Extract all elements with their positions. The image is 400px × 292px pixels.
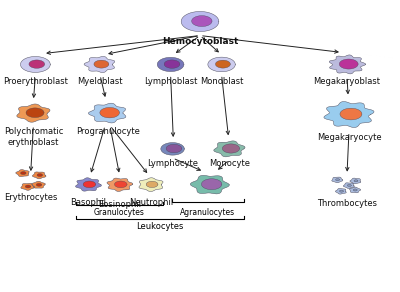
Text: Hemocytoblast: Hemocytoblast [162,37,238,46]
Polygon shape [32,181,45,188]
Polygon shape [166,144,182,153]
Polygon shape [336,179,340,181]
Polygon shape [350,178,361,184]
Text: Myeloblast: Myeloblast [77,77,123,86]
Text: Granulocytes: Granulocytes [94,208,145,217]
Text: Neutrophil: Neutrophil [129,197,173,206]
Polygon shape [214,141,245,157]
Polygon shape [340,108,362,120]
Polygon shape [339,59,358,69]
Polygon shape [332,177,343,183]
Polygon shape [324,102,374,128]
Text: Erythrocytes: Erythrocytes [4,193,57,202]
Text: Lymphoblast: Lymphoblast [144,77,197,86]
Polygon shape [32,172,46,179]
Text: Monocyte: Monocyte [209,159,250,168]
Polygon shape [139,178,163,192]
Text: Polychromatic
erythroblast: Polychromatic erythroblast [4,127,63,147]
Polygon shape [335,188,346,194]
Polygon shape [202,179,222,190]
Polygon shape [16,170,29,177]
Polygon shape [25,185,31,188]
Polygon shape [88,103,126,123]
Polygon shape [83,181,96,188]
Text: Basophil: Basophil [70,197,106,206]
Polygon shape [76,178,102,191]
Text: Megakaryocyte: Megakaryocyte [317,133,381,142]
Polygon shape [329,55,366,74]
Polygon shape [29,60,45,68]
Polygon shape [36,183,42,186]
Polygon shape [343,183,354,188]
Text: Monoblast: Monoblast [200,77,243,86]
Text: Eosinophil: Eosinophil [98,200,141,209]
Polygon shape [17,104,50,122]
Polygon shape [222,144,240,153]
Text: Proerythroblast: Proerythroblast [3,77,68,86]
Text: Lymphocyte: Lymphocyte [147,159,198,168]
Polygon shape [354,180,358,182]
Polygon shape [26,108,44,117]
Polygon shape [164,60,180,68]
Polygon shape [340,190,344,192]
Polygon shape [208,57,235,72]
Polygon shape [353,189,357,191]
Polygon shape [347,184,351,187]
Text: Leukocytes: Leukocytes [136,222,184,231]
Polygon shape [21,183,34,190]
Text: Progranulocyte: Progranulocyte [76,127,140,136]
Polygon shape [216,60,230,68]
Polygon shape [94,60,109,68]
Polygon shape [161,142,184,155]
Polygon shape [146,181,158,187]
Text: Thrombocytes: Thrombocytes [317,199,377,208]
Polygon shape [157,57,184,72]
Polygon shape [107,178,133,192]
Polygon shape [114,181,127,188]
Polygon shape [20,57,50,72]
Text: Agranulocytes: Agranulocytes [180,208,236,217]
Polygon shape [84,56,115,73]
Text: Megakaryoblast: Megakaryoblast [314,77,380,86]
Polygon shape [192,16,212,27]
Polygon shape [350,187,360,193]
Polygon shape [20,172,26,175]
Polygon shape [190,175,229,194]
Polygon shape [100,107,120,118]
Polygon shape [37,174,42,177]
Polygon shape [181,11,219,32]
